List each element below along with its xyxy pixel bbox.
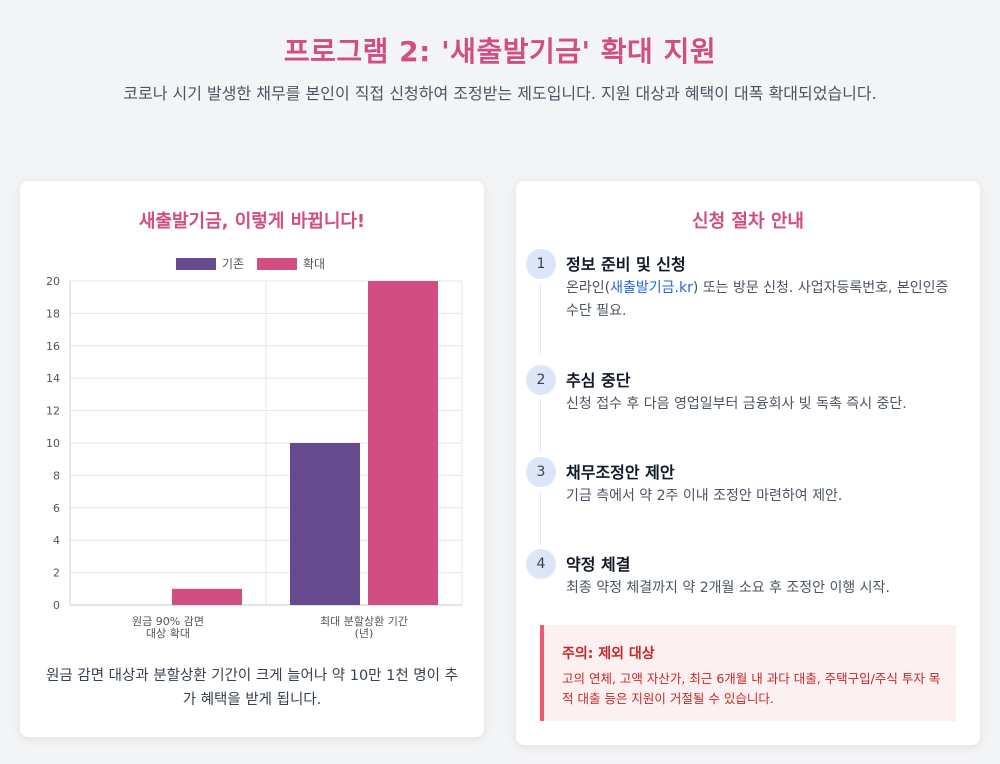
x-tick-label: 최대 분할상환 기간 [320,615,408,628]
chart-note: 원금 감면 대상과 분할상환 기간이 크게 늘어나 약 10만 1천 명이 추가… [46,668,458,708]
page-header: 프로그램 2: '새출발기금' 확대 지원 코로나 시기 발생한 채무를 본인이… [0,30,1000,107]
legend-swatch [176,258,216,270]
step-connector [540,283,541,355]
bar [290,443,360,605]
step-description: 최종 약정 체결까지 약 2개월 소요 후 조정안 이행 시작. [566,580,890,596]
y-tick-label: 10 [46,437,60,450]
legend-label: 기존 [222,257,244,271]
warning-title: 주의: 제외 대상 [562,646,655,662]
warning-text: 고의 연체, 고액 자산가, 최근 6개월 내 과다 대출, 주택구입/주식 투… [562,671,941,706]
page-title: 프로그램 2: '새출발기금' 확대 지원 [283,35,717,68]
y-tick-label: 4 [53,534,60,547]
y-tick-label: 14 [46,372,60,385]
step-title: 약정 체결 [566,555,631,574]
legend-swatch [257,258,297,270]
page-subtitle: 코로나 시기 발생한 채무를 본인이 직접 신청하여 조정받는 제도입니다. 지… [123,84,877,103]
step-description: 신청 접수 후 다음 영업일부터 금융회사 빚 독촉 즉시 중단. [566,396,907,412]
step-title: 정보 준비 및 신청 [566,255,686,274]
step-number: 4 [526,549,556,579]
step-number: 1 [526,249,556,279]
y-tick-label: 0 [53,599,60,612]
y-tick-label: 8 [53,469,60,482]
y-tick-label: 20 [46,275,60,288]
y-tick-label: 12 [46,405,60,418]
step-connector [540,491,541,545]
step-title: 채무조정안 제안 [566,463,675,482]
procedure-card-title: 신청 절차 안내 [692,211,804,232]
y-tick-label: 2 [53,567,60,580]
bar [172,588,242,605]
step-description: 기금 측에서 약 2주 이내 조정안 마련하여 제안. [566,488,843,504]
step-title: 추심 중단 [566,371,631,390]
step-description: 온라인(새출발기금.kr) 또는 방문 신청. 사업자등록번호, 본인인증 수단… [566,280,949,319]
y-tick-label: 6 [53,502,60,515]
x-tick-label: 원금 90% 감면 [132,615,204,628]
y-tick-label: 16 [46,340,60,353]
x-tick-label: 대상 확대 [146,627,190,640]
step-connector [540,399,541,453]
y-tick-label: 18 [46,307,60,320]
step-number: 3 [526,457,556,487]
legend-label: 확대 [303,257,325,271]
chart-card-title: 새출발기금, 이렇게 바뀝니다! [138,211,366,232]
chart-card: 새출발기금, 이렇게 바뀝니다! 기존 확대 0 2 4 6 8 10 12 14 16 18 20 원금… [20,181,484,737]
step-number: 2 [526,365,556,395]
warning-box: 주의: 제외 대상 고의 연체, 고액 자산가, 최근 6개월 내 과다 대출,… [540,625,956,721]
x-tick-label: (년) [355,627,374,640]
website-link[interactable]: 새출발기금.kr [610,280,693,296]
procedure-card: 신청 절차 안내 1 정보 준비 및 신청 온라인(새출발기금.kr) 또는 방… [516,181,980,745]
bar [368,281,438,605]
